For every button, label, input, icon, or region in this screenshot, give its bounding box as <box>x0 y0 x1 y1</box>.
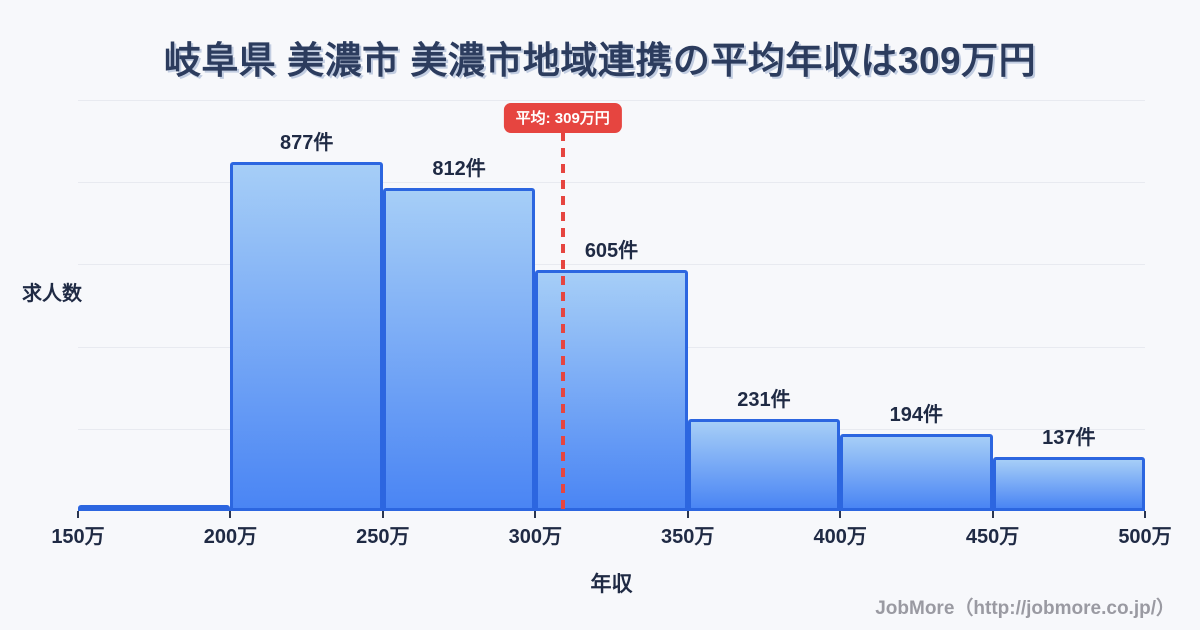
x-tick-label: 450万 <box>965 526 1020 548</box>
x-tick-label: 300万 <box>508 526 562 548</box>
bar-bin-1 <box>230 162 383 511</box>
bar-count-label: 231件 <box>737 389 791 412</box>
x-tick-label: 150万 <box>51 526 105 548</box>
x-tick-label: 500万 <box>1118 526 1172 548</box>
x-axis-label: 年収 <box>590 573 633 596</box>
gridline <box>78 182 1145 184</box>
x-tick-mark <box>839 511 842 518</box>
x-tick-label: 200万 <box>203 526 258 548</box>
bar-bin-4 <box>687 419 841 511</box>
gridline <box>78 100 1145 101</box>
footer-credit: JobMore（http://jobmore.co.jp/） <box>875 598 1175 619</box>
x-tick-mark <box>229 511 232 518</box>
plot-area: 877件 812件 605件 231件 194件 137件 150万 200万 250万 300… <box>51 100 1172 548</box>
bar-count-label: 877件 <box>279 132 334 155</box>
x-tick-mark <box>534 511 537 518</box>
bar-count-label: 812件 <box>432 157 486 180</box>
bar-count-label: 137件 <box>1042 426 1096 449</box>
x-tick-label: 250万 <box>356 526 410 548</box>
bar-count-label: 194件 <box>889 403 944 426</box>
x-tick-label: 350万 <box>661 526 715 548</box>
bar-count-label: 605件 <box>584 240 639 263</box>
bar-bin-2 <box>382 187 536 511</box>
bar-bin-6 <box>992 456 1145 511</box>
x-tick-mark <box>686 511 689 518</box>
y-axis-label: 求人数 <box>22 283 82 305</box>
x-tick-mark <box>381 511 384 518</box>
bar-bin-0 <box>78 505 231 511</box>
x-tick-mark <box>77 511 79 518</box>
bar-bin-5 <box>840 433 993 511</box>
x-tick-mark <box>991 511 994 518</box>
x-tick-mark <box>1144 511 1146 518</box>
gridline <box>78 264 1145 266</box>
chart-title: 岐阜県 美濃市 美濃市地域連携の平均年収は309万円 <box>163 40 1037 81</box>
bar-bin-3 <box>535 270 688 511</box>
average-line <box>560 132 565 511</box>
x-tick-label: 400万 <box>813 526 867 548</box>
average-badge: 平均: 309万円 <box>503 103 622 133</box>
